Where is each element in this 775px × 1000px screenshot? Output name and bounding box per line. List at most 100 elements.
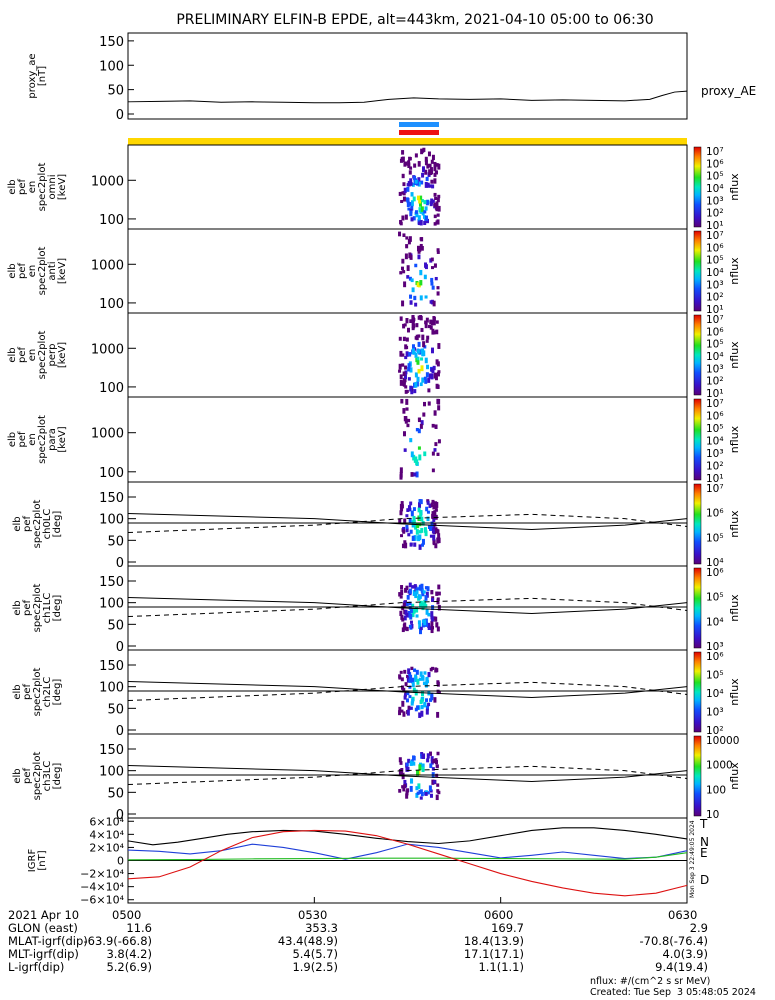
igrf-line-N (127, 843, 688, 860)
y-tick-label: 150 (99, 659, 124, 674)
spectrogram-pixel (417, 254, 421, 260)
y-tick-label: 150 (99, 743, 124, 758)
footer-row-value: 1.1(1.1) (478, 960, 524, 974)
spectrogram-pixel (433, 780, 437, 784)
colorbar-tick-label: 10⁶ (706, 242, 724, 254)
y-axis-label: perp (47, 344, 58, 367)
y-axis-label: pef (17, 431, 28, 448)
spectrogram-pixel (437, 584, 441, 590)
spectrogram-pixel (406, 275, 410, 279)
spectrogram-pixel (424, 295, 428, 299)
spectrogram-pixel (404, 416, 408, 422)
y-tick-label: 0 (116, 808, 124, 823)
colorbar (693, 230, 702, 312)
spectrogram-pixel (399, 374, 403, 380)
y-tick-label: 50 (107, 618, 124, 633)
spectrogram-pixel (415, 669, 419, 675)
spectrogram-pixel (411, 535, 415, 541)
spectrogram-pixel (423, 451, 427, 457)
spectrogram-pixel (437, 439, 441, 444)
spectrogram-pixel (426, 510, 430, 514)
spectrogram-pixel (431, 499, 435, 505)
spectrogram-pixel (414, 372, 418, 378)
spectrogram-pixel (398, 706, 402, 712)
spectrogram-pixel (401, 700, 405, 707)
footer-row-label: GLON (east) (8, 921, 78, 935)
spectrogram-pixel (431, 367, 435, 374)
spectrogram-pixel (434, 759, 438, 765)
spectrogram-pixel (412, 216, 416, 221)
y-axis-label: elb (12, 600, 23, 615)
spectrogram-pixel (404, 214, 408, 220)
spectrogram-pixel (429, 184, 433, 188)
spectrogram-pixel (437, 533, 441, 539)
colorbar-tick-label: 10³ (706, 448, 724, 460)
y-tick-label: 150 (99, 35, 124, 50)
spectrogram-pixel (419, 671, 423, 677)
spectrogram-pixel (402, 336, 406, 342)
spectrogram-pixel (415, 793, 419, 798)
spectrogram-pixel (409, 501, 413, 506)
spectrogram-pixel (413, 163, 417, 168)
spectrogram-pixel (412, 761, 416, 766)
spectrogram-pixel (404, 385, 408, 389)
spectrogram-pixel (416, 359, 420, 365)
spectrogram-pixel (409, 300, 413, 305)
spectrogram-pixel (410, 217, 414, 222)
spectrogram-pixel (401, 156, 405, 163)
colorbar-tick-label: 10⁴ (706, 267, 724, 279)
y-tick-label: 50 (107, 84, 124, 99)
spectrogram-pixel (415, 614, 419, 618)
spectrogram-pixel (435, 163, 439, 167)
colorbar-tick-label: 10³ (706, 641, 724, 653)
spectrogram-pixel (420, 365, 424, 372)
spectrogram-pixel (424, 264, 428, 270)
spectrogram-pixel (430, 626, 434, 630)
y-axis-label: elb (7, 263, 18, 278)
y-tick-label: −6×10⁴ (80, 894, 124, 907)
colorbar-tick-label: 10⁶ (706, 411, 724, 423)
spectrogram-pixel (425, 591, 429, 598)
spectrogram-pixel (428, 751, 432, 756)
spectrogram-pixel (415, 786, 419, 791)
spectrogram-pixel (430, 277, 434, 283)
spectrogram-pixel (432, 504, 436, 510)
footer-row-value: 17.1(17.1) (463, 947, 524, 961)
spectrogram-pixel (408, 276, 412, 281)
spectrogram-pixel (434, 527, 438, 531)
spectrogram-pixel (425, 708, 429, 715)
y-tick-label: 100 (99, 513, 124, 528)
spectrogram-pixel (407, 363, 411, 369)
spectrogram-pixel (417, 221, 421, 226)
spectrogram-pixel (404, 344, 408, 350)
spectrogram-pixel (436, 219, 440, 225)
spectrogram-pixel (430, 615, 434, 620)
spectrogram-pixel (409, 182, 413, 186)
spectrogram-pixel (404, 370, 408, 375)
y-tick-label: 2×10⁴ (89, 841, 124, 854)
colorbar (693, 735, 702, 817)
spectrogram-pixel (400, 508, 404, 512)
spectrogram-pixel (403, 448, 407, 452)
spectrogram-pixel (405, 514, 409, 518)
spectrogram-pixel (415, 529, 419, 535)
spectrogram-pixel (436, 783, 440, 787)
spectrogram-pixel (420, 583, 424, 590)
spectrogram-pixel (426, 753, 430, 759)
spectrogram-pixel (430, 521, 434, 527)
spectrogram-pixel (408, 624, 412, 629)
spectrogram-pixel (426, 182, 430, 188)
y-tick-label: 0 (116, 724, 124, 739)
y-axis-label: spec2plot (32, 584, 43, 633)
y-axis-label: ch3LC (42, 761, 53, 792)
spectrogram-pixel (435, 359, 439, 365)
y-tick-label: 100 (99, 681, 124, 696)
spectrogram-pixel (407, 505, 411, 511)
colorbar-tick-label: 10⁶ (706, 326, 724, 338)
y-tick-label: 0 (116, 108, 124, 123)
spectrogram-pixel (407, 207, 411, 211)
colorbar-tick-label: 10⁴ (706, 616, 724, 628)
spectrogram-pixel (425, 698, 429, 702)
footer-time-2: 0600 (484, 908, 514, 922)
y-axis-label: [keV] (57, 426, 68, 452)
